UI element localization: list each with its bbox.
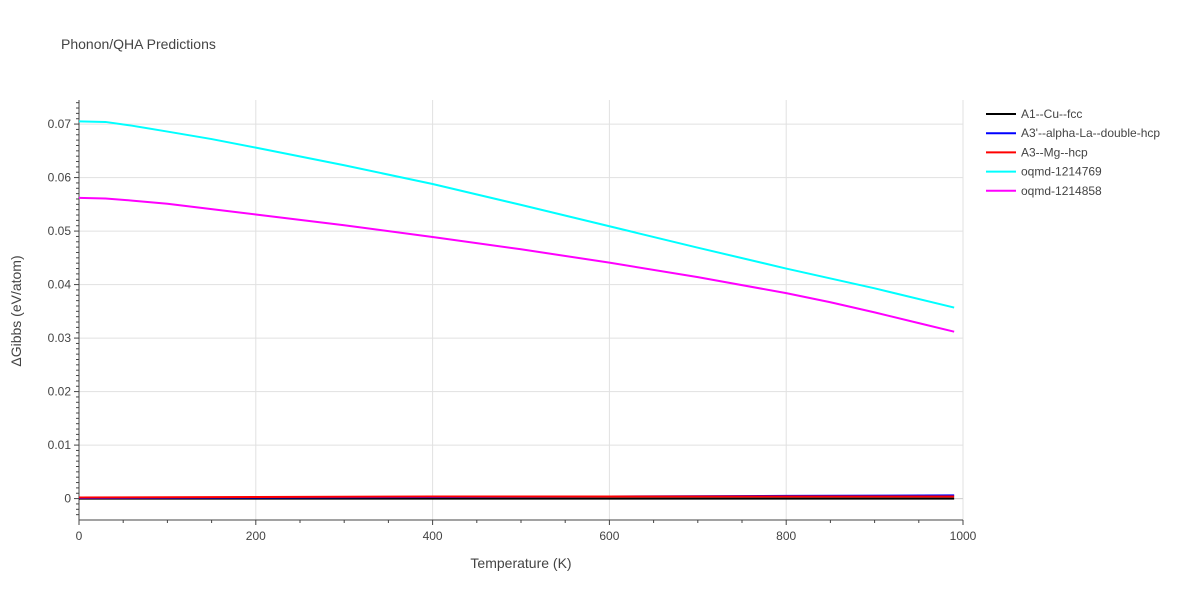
x-tick-label: 600 (599, 529, 619, 543)
y-tick-label: 0.07 (48, 117, 72, 131)
series-line-a3-mg-hcp (78, 495, 955, 499)
grid-layer (79, 100, 964, 520)
legend-item-a3-alpha-la-double-hcp[interactable]: A3'--alpha-La--double-hcp (986, 126, 1160, 140)
axis-layer: 0 200 400 600 800 1000 0 0.01 0.02 0.03 0.04 0.05 0.… (48, 100, 977, 543)
legend-item-a1-cu-fcc[interactable]: A1--Cu--fcc (986, 107, 1082, 121)
legend-label: oqmd-1214858 (1021, 184, 1102, 198)
x-axis-title: Temperature (K) (470, 555, 571, 571)
y-tick-label: 0.02 (48, 385, 72, 399)
series-line-oqmd-1214769 (78, 120, 955, 309)
legend[interactable]: A1--Cu--fcc A3'--alpha-La--double-hcp A3--… (986, 107, 1160, 198)
legend-label: A3'--alpha-La--double-hcp (1021, 126, 1160, 140)
legend-item-a3-mg-hcp[interactable]: A3--Mg--hcp (986, 145, 1088, 159)
y-tick-label: 0.01 (48, 438, 72, 452)
chart-title: Phonon/QHA Predictions (61, 36, 216, 52)
y-tick-label: 0 (64, 492, 71, 506)
series-line-oqmd-1214858 (78, 196, 955, 333)
x-tick-label: 200 (246, 529, 266, 543)
x-tick-label: 1000 (950, 529, 977, 543)
legend-label: A3--Mg--hcp (1021, 145, 1088, 159)
legend-item-oqmd-1214858[interactable]: oqmd-1214858 (986, 184, 1102, 198)
series-layer (78, 120, 955, 500)
y-tick-label: 0.03 (48, 331, 72, 345)
legend-label: A1--Cu--fcc (1021, 107, 1082, 121)
x-tick-label: 800 (776, 529, 796, 543)
x-tick-label: 400 (423, 529, 443, 543)
y-tick-label: 0.04 (48, 278, 72, 292)
y-tick-label: 0.06 (48, 171, 72, 185)
legend-item-oqmd-1214769[interactable]: oqmd-1214769 (986, 165, 1102, 179)
legend-label: oqmd-1214769 (1021, 165, 1102, 179)
y-tick-label: 0.05 (48, 224, 72, 238)
y-axis-title: ΔGibbs (eV/atom) (8, 255, 24, 366)
x-tick-label: 0 (76, 529, 83, 543)
